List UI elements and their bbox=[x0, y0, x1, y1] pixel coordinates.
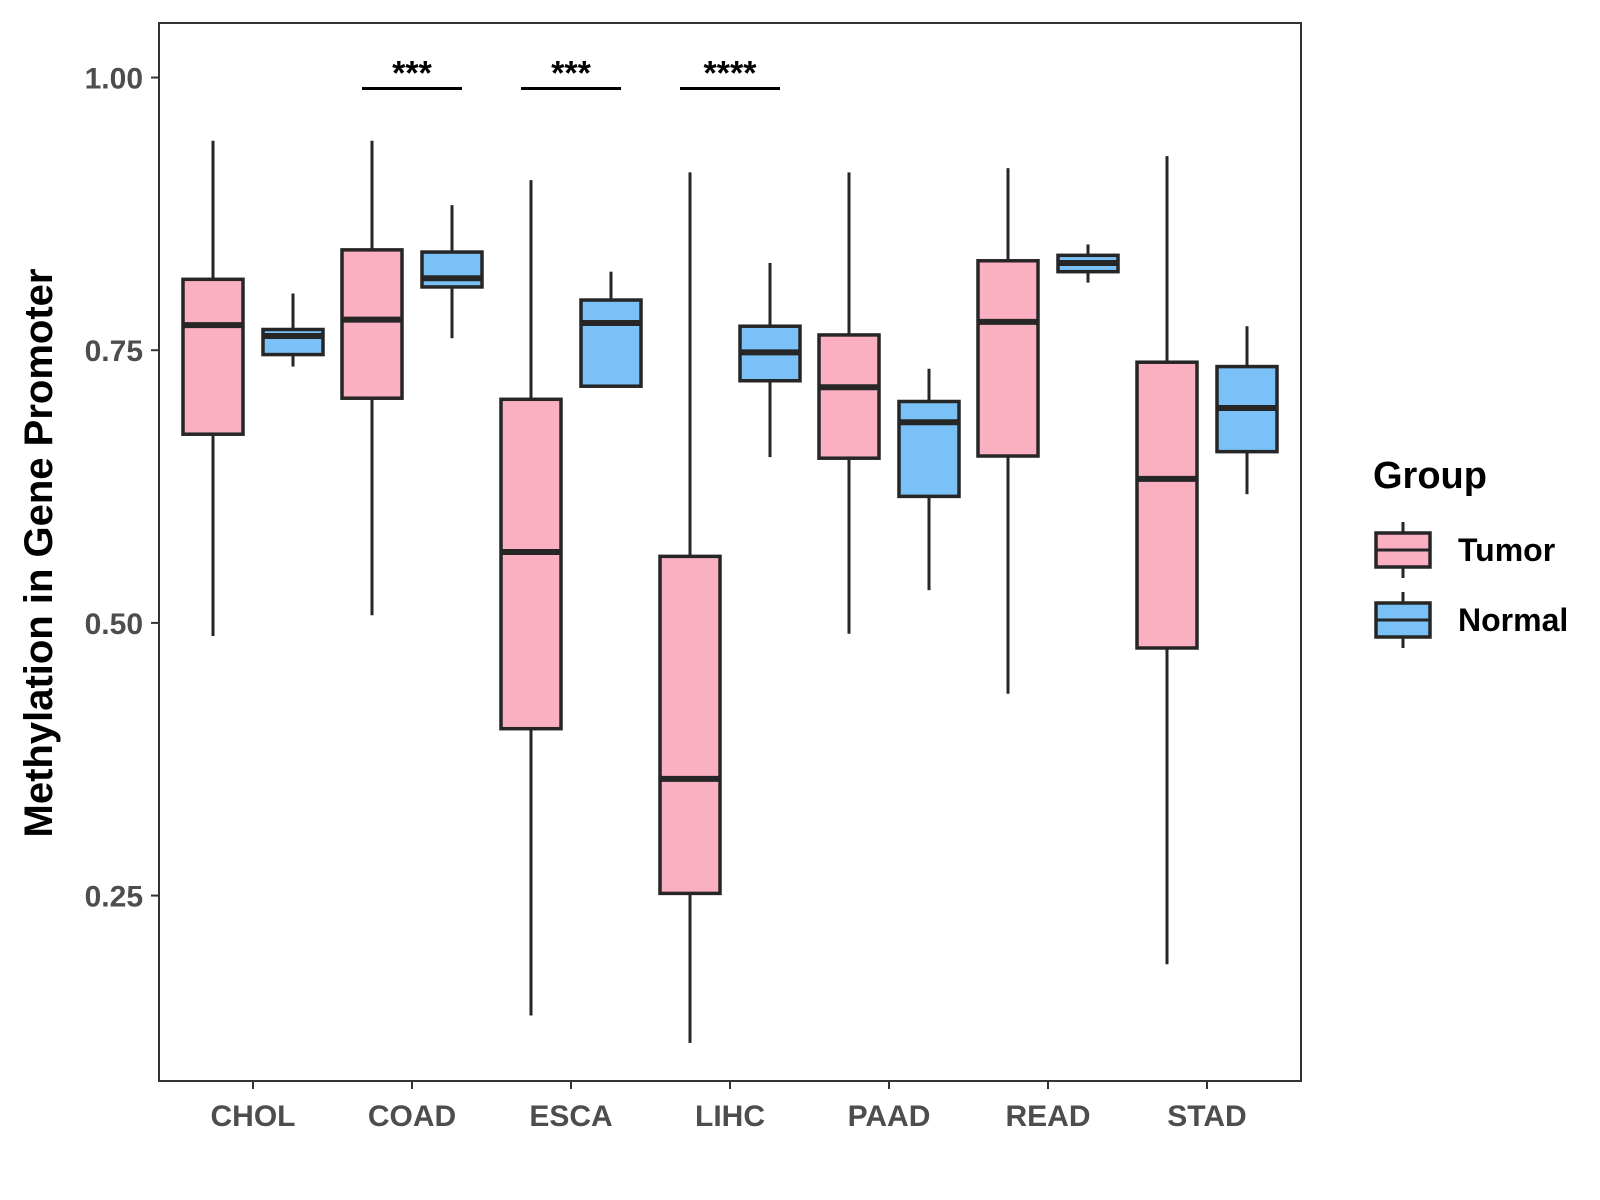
y-axis-title: Methylation in Gene Promoter bbox=[17, 269, 61, 838]
box-tumor-stad bbox=[1135, 156, 1199, 965]
box-normal-chol bbox=[261, 293, 325, 367]
box-body bbox=[1135, 360, 1199, 650]
legend-key-tumor bbox=[1374, 522, 1432, 578]
box-body bbox=[897, 399, 961, 499]
box-normal-stad bbox=[1215, 326, 1279, 495]
x-tick-label-esca: ESCA bbox=[529, 1100, 612, 1133]
significance-label-lihc: **** bbox=[704, 54, 758, 92]
box-body bbox=[817, 333, 881, 460]
box-body bbox=[658, 554, 722, 896]
box-normal-coad bbox=[420, 205, 484, 339]
legend-label-normal: Normal bbox=[1458, 602, 1568, 638]
box-body bbox=[579, 298, 643, 388]
y-tick-label: 1.00 bbox=[85, 63, 143, 96]
legend-label-tumor: Tumor bbox=[1458, 532, 1555, 568]
box-body bbox=[499, 397, 563, 731]
box-tumor-read bbox=[976, 168, 1040, 694]
x-tick-label-chol: CHOL bbox=[211, 1100, 296, 1133]
legend-title: Group bbox=[1373, 455, 1487, 497]
x-tick-label-read: READ bbox=[1005, 1100, 1090, 1133]
box-normal-read bbox=[1056, 244, 1120, 283]
legend: Group Tumor Normal bbox=[1373, 455, 1568, 648]
significance-label-coad: *** bbox=[392, 54, 432, 92]
x-tick-label-coad: COAD bbox=[368, 1100, 456, 1133]
panel-border bbox=[158, 22, 1302, 1082]
box-tumor-coad bbox=[340, 140, 404, 616]
y-tick-label: 0.25 bbox=[85, 881, 143, 914]
x-tick-label-stad: STAD bbox=[1167, 1100, 1246, 1133]
x-tick-label-lihc: LIHC bbox=[695, 1100, 765, 1133]
box-body bbox=[420, 250, 484, 289]
box-body bbox=[340, 248, 404, 400]
box-normal-esca bbox=[579, 271, 643, 388]
box-normal-paad bbox=[897, 368, 961, 591]
x-tick-label-paad: PAAD bbox=[848, 1100, 931, 1133]
box-tumor-chol bbox=[181, 140, 245, 636]
plot-area: 0.25 0.50 0.75 1.00 CHOL COAD ESCA LIHC PAAD READ… bbox=[85, 22, 1302, 1133]
significance-label-esca: *** bbox=[551, 54, 591, 92]
box-tumor-esca bbox=[499, 180, 563, 1016]
box-normal-lihc bbox=[738, 262, 802, 458]
y-tick-label: 0.75 bbox=[85, 335, 143, 368]
box-tumor-paad bbox=[817, 172, 881, 634]
box-body bbox=[976, 259, 1040, 458]
box-body bbox=[181, 277, 245, 436]
box-tumor-lihc bbox=[658, 172, 722, 1043]
legend-key-normal bbox=[1374, 592, 1432, 648]
y-tick-label: 0.50 bbox=[85, 608, 143, 641]
